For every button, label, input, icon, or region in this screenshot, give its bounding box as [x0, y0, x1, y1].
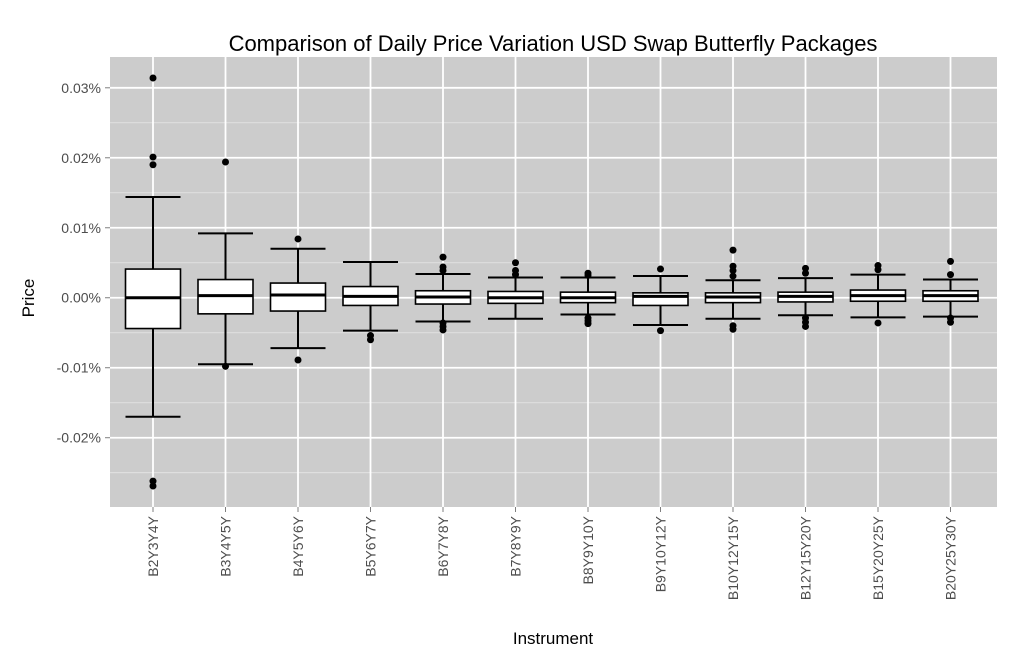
box-B2Y3Y4Y	[124, 74, 182, 490]
outlier-point	[802, 322, 809, 330]
y-tick-label: 0.00%	[61, 290, 101, 306]
box-B5Y6Y7Y	[342, 261, 399, 344]
x-tick-label: B2Y3Y4Y	[145, 515, 161, 576]
outlier-point	[149, 153, 157, 161]
outlier-point	[657, 265, 664, 273]
y-tick-label: 0.03%	[61, 80, 101, 96]
plot-panel	[110, 57, 997, 507]
x-axis: B2Y3Y4Y B3Y4Y5Y B4Y5Y6Y B5Y6Y7Y B6Y7Y8Y B7Y8Y…	[145, 507, 959, 600]
box-B8Y9Y10Y	[559, 269, 617, 328]
outlier-point	[149, 477, 157, 485]
x-tick-label: B9Y10Y12Y	[653, 515, 669, 592]
box-iqr	[269, 282, 327, 312]
outlier-point	[729, 272, 737, 280]
outlier-point	[149, 161, 157, 169]
outlier-point	[439, 253, 447, 261]
outlier-point	[367, 336, 374, 344]
box-iqr	[632, 292, 689, 307]
outlier-point	[947, 318, 954, 326]
outlier-point	[149, 74, 157, 82]
outlier-point	[512, 259, 519, 267]
x-tick-label: B20Y25Y30Y	[943, 515, 959, 600]
outlier-point	[947, 257, 954, 265]
outlier-point	[584, 271, 592, 279]
y-axis-label: Price	[19, 279, 38, 318]
outlier-point	[222, 362, 229, 370]
box-B6Y7Y8Y	[414, 253, 472, 334]
outlier-point	[802, 264, 809, 272]
outlier-point	[874, 266, 882, 274]
box-B3Y4Y5Y	[197, 158, 254, 370]
box-B20Y25Y30Y	[922, 257, 979, 326]
outlier-point	[802, 269, 809, 277]
x-tick-label: B5Y6Y7Y	[363, 515, 379, 576]
outlier-point	[439, 266, 447, 274]
box-B9Y10Y12Y	[632, 265, 689, 335]
outlier-point	[439, 326, 447, 334]
y-tick-label: -0.02%	[57, 430, 101, 446]
outlier-point	[729, 246, 737, 254]
y-tick-label: 0.02%	[61, 150, 101, 166]
x-tick-label: B15Y20Y25Y	[870, 515, 886, 600]
x-tick-label: B10Y12Y15Y	[725, 515, 741, 600]
box-B12Y15Y20Y	[777, 264, 834, 330]
x-tick-label: B6Y7Y8Y	[435, 515, 451, 576]
outlier-point	[874, 319, 882, 327]
outlier-point	[294, 235, 302, 243]
box-B7Y8Y9Y	[487, 259, 544, 320]
y-axis: 0.03% 0.02% 0.01% 0.00% -0.01% -0.02%	[57, 80, 110, 446]
x-tick-label: B3Y4Y5Y	[218, 515, 234, 576]
outlier-point	[149, 482, 157, 490]
x-axis-label: Instrument	[513, 629, 594, 648]
outlier-point	[294, 356, 302, 364]
outlier-point	[657, 327, 664, 335]
x-tick-label: B12Y15Y20Y	[798, 515, 814, 600]
outlier-point	[584, 320, 592, 328]
y-tick-label: 0.01%	[61, 220, 101, 236]
outlier-point	[729, 266, 737, 274]
x-tick-label: B8Y9Y10Y	[580, 515, 596, 584]
boxes	[124, 74, 979, 490]
outlier-point	[729, 325, 737, 333]
box-B15Y20Y25Y	[849, 262, 907, 327]
x-tick-label: B4Y5Y6Y	[290, 515, 306, 576]
outlier-point	[512, 271, 519, 279]
outlier-point	[947, 271, 954, 279]
outlier-point	[222, 158, 229, 166]
box-B4Y5Y6Y	[269, 235, 327, 364]
chart-title: Comparison of Daily Price Variation USD …	[229, 31, 878, 56]
x-tick-label: B7Y8Y9Y	[508, 515, 524, 576]
box-B10Y12Y15Y	[704, 246, 762, 333]
y-tick-label: -0.01%	[57, 360, 101, 376]
